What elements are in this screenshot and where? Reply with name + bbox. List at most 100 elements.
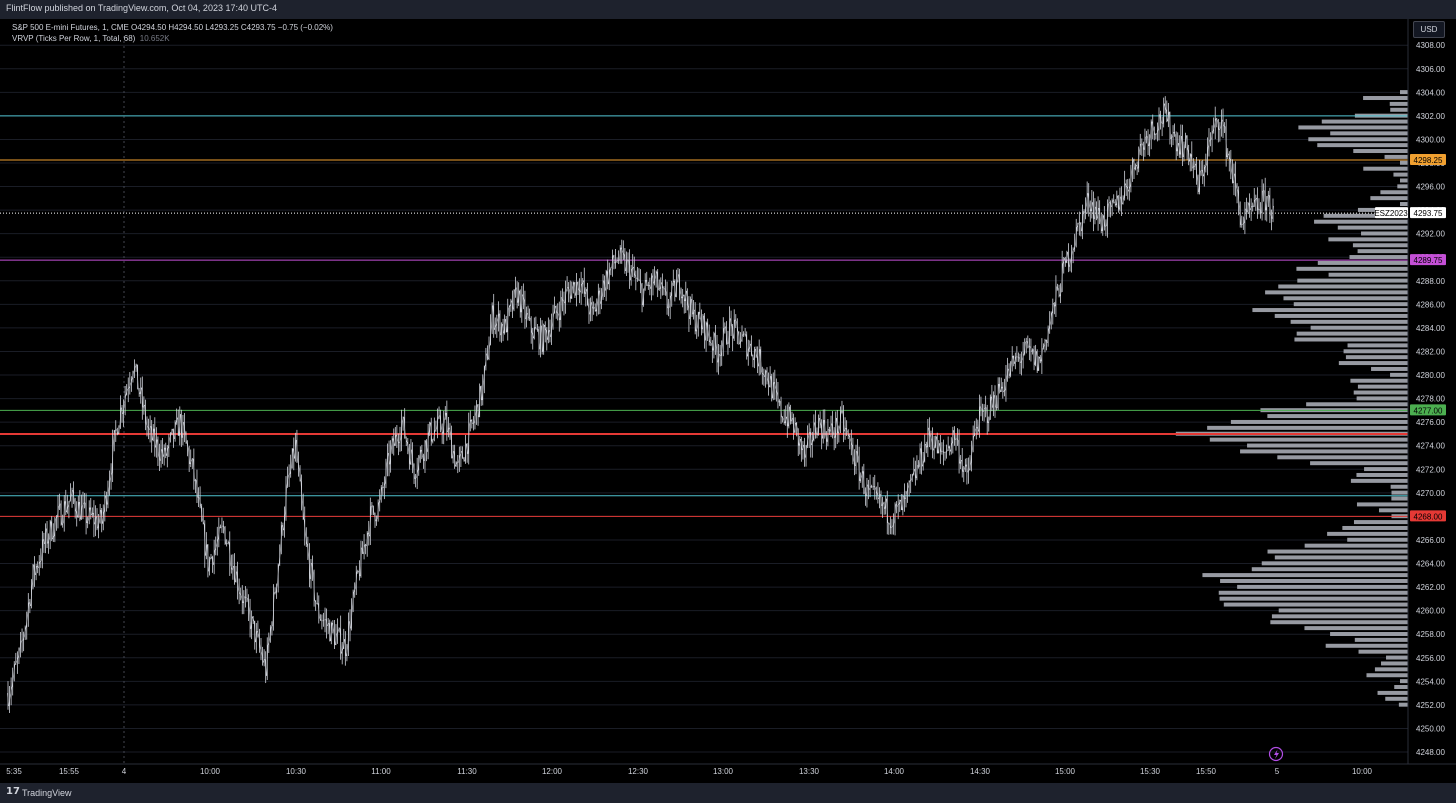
candle-body — [1064, 258, 1067, 263]
price-tick-label: 4264.00 — [1416, 560, 1445, 569]
volume-bar — [1349, 255, 1408, 260]
candle-body — [25, 615, 28, 628]
candle-body — [597, 290, 600, 304]
candle-body — [844, 428, 846, 432]
candle-body — [306, 544, 309, 555]
candle-body — [275, 584, 278, 593]
price-tick-label: 4302.00 — [1416, 112, 1445, 121]
candle-body — [1076, 222, 1079, 228]
candle-body — [570, 287, 573, 299]
candle-body — [1265, 196, 1268, 211]
candle-body — [289, 467, 292, 474]
candle-body — [75, 511, 78, 518]
chart-frame[interactable] — [0, 19, 1456, 783]
currency-button[interactable]: USD — [1413, 21, 1445, 38]
candle-body — [878, 494, 881, 500]
candle-body — [652, 275, 654, 284]
candle-body — [324, 618, 326, 621]
candle-body — [52, 536, 55, 540]
candle-body — [66, 506, 69, 513]
candle-body — [705, 322, 707, 341]
candle-body — [850, 439, 853, 446]
volume-bar — [1304, 543, 1408, 548]
candle-body — [196, 480, 198, 498]
candle-body — [869, 486, 871, 490]
candle-body — [502, 323, 504, 334]
candle-body — [603, 280, 606, 291]
candle-body — [745, 334, 748, 357]
candle-body — [82, 502, 84, 507]
candle-body — [812, 422, 815, 441]
candle-body — [399, 439, 401, 444]
candle-body — [791, 417, 793, 422]
candle-body — [189, 459, 192, 465]
candle-body — [642, 288, 645, 306]
candle-body — [883, 502, 886, 509]
candle-body — [1242, 222, 1245, 225]
lightning-icon[interactable] — [1268, 746, 1284, 762]
candle-body — [563, 300, 565, 304]
volume-bar — [1345, 355, 1408, 360]
volume-bar — [1230, 419, 1408, 424]
candle-body — [1125, 183, 1128, 188]
candle-body — [980, 406, 982, 410]
time-tick-label: 4 — [122, 767, 127, 776]
price-tick-label: 4266.00 — [1416, 536, 1445, 545]
volume-bar — [1271, 614, 1408, 619]
symbol-legend: S&P 500 E-mini Futures, 1, CME O4294.50 … — [12, 23, 333, 32]
candle-body — [909, 479, 912, 481]
candle-body — [130, 378, 133, 385]
candle-body — [241, 596, 244, 603]
candle-body — [1115, 195, 1118, 206]
candle-body — [208, 558, 211, 572]
candle-body — [922, 461, 925, 467]
price-tick-label: 4272.00 — [1416, 465, 1445, 474]
price-tick-label: 4306.00 — [1416, 65, 1445, 74]
candle-body — [175, 417, 178, 423]
candle-body — [1069, 261, 1071, 267]
volume-bar — [1240, 449, 1408, 454]
candle-body — [349, 621, 351, 629]
candle-body — [619, 247, 622, 261]
candle-body — [638, 278, 640, 281]
candle-body — [18, 649, 20, 658]
candle-body — [317, 603, 320, 619]
candle-body — [221, 525, 223, 528]
candle-body — [806, 436, 809, 446]
candle-body — [925, 443, 928, 448]
volume-bar — [1389, 101, 1408, 106]
volume-bar — [1267, 549, 1408, 554]
candle-body — [892, 522, 895, 527]
volume-bar — [1347, 537, 1408, 542]
candle-body — [575, 282, 578, 296]
candle-body — [538, 329, 540, 350]
candle-body — [39, 559, 42, 563]
candle-body — [105, 495, 108, 505]
indicator-value: 10.652K — [139, 34, 170, 43]
time-tick-label: 14:30 — [970, 767, 991, 776]
candle-body — [133, 366, 136, 372]
candle-body — [752, 355, 754, 361]
candle-body — [578, 289, 581, 293]
volume-bar — [1398, 702, 1408, 707]
candle-body — [930, 435, 932, 440]
candle-body — [880, 494, 882, 506]
candle-body — [281, 525, 284, 531]
volume-bar — [1354, 637, 1408, 642]
candle-body — [716, 346, 718, 363]
volume-bar — [1342, 525, 1408, 530]
candle-body — [895, 504, 898, 507]
candle-body — [425, 440, 428, 452]
candle-body — [1028, 346, 1031, 348]
candle-body — [827, 429, 829, 442]
candle-body — [769, 376, 772, 388]
candle-body — [489, 326, 492, 346]
candle-body — [244, 596, 247, 598]
candle-body — [794, 422, 797, 433]
candle-body — [552, 313, 554, 326]
volume-bar — [1317, 260, 1408, 265]
candle-body — [24, 627, 27, 637]
candle-body — [61, 522, 64, 525]
candle-body — [302, 502, 305, 520]
